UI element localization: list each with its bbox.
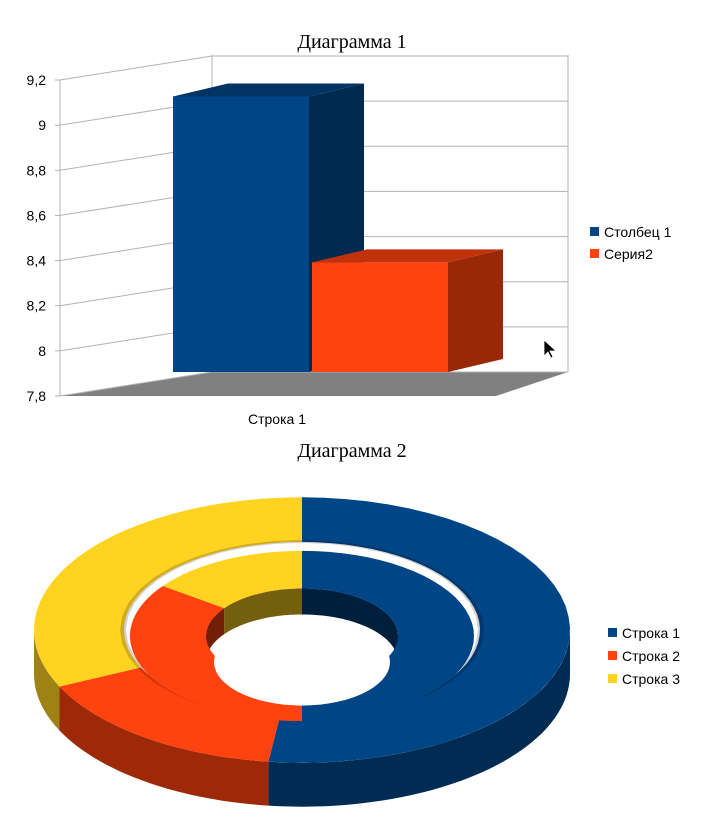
- legend-swatch-row-3: [608, 674, 617, 683]
- legend-label-row-1: Строка 1: [622, 625, 680, 641]
- y-tick-label: 8,4: [27, 253, 47, 269]
- legend-label-row-2: Строка 2: [622, 648, 680, 664]
- legend-label-series-2: Серия2: [604, 246, 653, 262]
- slice-inner-wall: [206, 608, 225, 662]
- y-tick-label: 9,2: [27, 72, 47, 88]
- donut-ring-1: [34, 497, 570, 807]
- bar-top: [173, 83, 364, 97]
- bar-side: [448, 249, 503, 372]
- donut-chart-2: Диаграмма 2 Строка 1 Строка 2 Строка 3: [34, 440, 680, 807]
- donut-hole: [214, 618, 390, 706]
- slice-inner-wall: [224, 588, 302, 635]
- donut: [34, 497, 570, 807]
- bar-front: [312, 262, 448, 372]
- y-tick-label: 8,8: [27, 162, 47, 178]
- y-tick-label: 7,8: [27, 388, 47, 404]
- chart-title: Диаграмма 2: [297, 440, 406, 462]
- slice-1-1: [268, 497, 570, 763]
- legend: Строка 1 Строка 2 Строка 3: [608, 625, 680, 687]
- chart-floor: [60, 372, 568, 396]
- bar-2: [312, 249, 503, 372]
- y-tick-label: 9: [38, 117, 46, 133]
- y-tick-label: 8,2: [27, 298, 47, 314]
- y-tick-label: 8: [38, 343, 46, 359]
- slice-outer-wall: [268, 630, 570, 807]
- y-tick-label: 8,6: [27, 207, 47, 223]
- legend-swatch-series-2: [590, 249, 599, 258]
- legend-swatch-series-1: [590, 227, 599, 236]
- slice-outer-wall: [34, 630, 60, 731]
- legend-label-row-3: Строка 3: [622, 671, 680, 687]
- bar-chart-1: Диаграмма 1 7,8 8 8,2 8,4 8,6 8,8 9 9,2 Строка …: [27, 31, 672, 427]
- slice-inner-wall: [302, 588, 398, 662]
- legend: Столбец 1 Серия2: [590, 224, 672, 262]
- slice-1-3: [34, 497, 302, 687]
- gridline: [59, 55, 568, 81]
- legend-label-series-1: Столбец 1: [604, 224, 672, 240]
- bars: [173, 83, 503, 372]
- bar-top: [312, 249, 503, 263]
- slice-outer-wall: [59, 686, 269, 806]
- y-axis-ticks: 7,8 8 8,2 8,4 8,6 8,8 9 9,2: [27, 72, 60, 404]
- mouse-cursor-icon: [543, 339, 558, 359]
- legend-swatch-row-1: [608, 628, 617, 637]
- bar-front: [173, 96, 309, 372]
- chart-title: Диаграмма 1: [297, 31, 406, 53]
- slice-1-2: [59, 667, 280, 762]
- slice-2-3: [162, 550, 302, 609]
- legend-swatch-row-2: [608, 651, 617, 660]
- x-tick-label: Строка 1: [248, 411, 306, 427]
